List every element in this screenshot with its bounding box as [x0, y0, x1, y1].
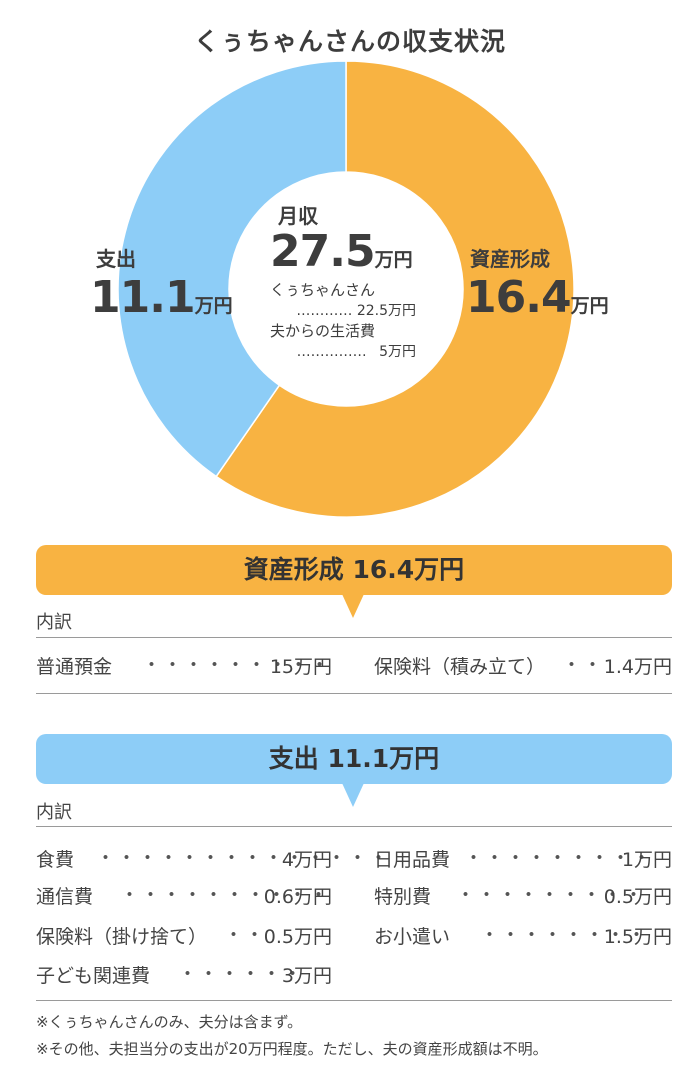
item-amount: 0.5万円 [263, 926, 332, 948]
expense-label-unit: 万円 [194, 295, 233, 317]
divider [36, 693, 672, 694]
leader-dots: ・・ [224, 924, 267, 946]
item-label: お小遣い [374, 926, 451, 948]
income-breakdown-label-2: 夫からの生活費 [270, 322, 376, 340]
asset-breakdown-label: 内訳 [36, 612, 72, 633]
item-amount: 1万円 [621, 849, 672, 871]
item-label: 保険料（掛け捨て） [36, 926, 208, 948]
item-label: 普通預金 [36, 656, 113, 678]
expense-breakdown-label: 内訳 [36, 802, 72, 823]
divider [36, 1000, 672, 1001]
item-label: 通信費 [36, 886, 94, 908]
item-amount: 4万円 [281, 849, 332, 871]
leader-dots: ・・ [562, 654, 605, 676]
asset-slice-label: 資産形成 16.4万円 [466, 243, 609, 323]
income-breakdown-value-2: 5万円 [379, 344, 416, 360]
item-amount: 15万円 [269, 656, 332, 678]
expense-label-name: 支出 [96, 247, 136, 271]
asset-banner-pointer [342, 594, 364, 618]
income-breakdown-label-1: くぅちゃんさん [270, 281, 376, 299]
item-label: 子ども関連費 [36, 965, 151, 987]
expense-banner-pointer [342, 783, 364, 807]
leader-dots: ・・・・・・・・ [480, 924, 649, 946]
asset-label-value: 16.4 [466, 272, 572, 323]
leader-dots: ・・・・・・・・・・ [120, 884, 331, 906]
leader-dots: ・・・・・・・・・ [464, 847, 654, 869]
item-label: 日用品費 [374, 849, 451, 871]
item-amount: 1.4万円 [603, 656, 672, 678]
footnote-1: ※くぅちゃんさんのみ、夫分は含まず。 [36, 1013, 303, 1031]
asset-label-name: 資産形成 [470, 247, 550, 271]
item-label: 食費 [36, 849, 75, 871]
item-label: 特別費 [374, 886, 432, 908]
item-amount: 0.5万円 [603, 886, 672, 908]
list-item: 特別費 ・・・・・・・・・ 0.5万円 [374, 882, 672, 908]
item-amount: 0.6万円 [263, 886, 332, 908]
list-item: 保険料（掛け捨て） ・・ 0.5万円 [36, 922, 332, 948]
donut-slice-expense [117, 60, 347, 478]
donut-center: 月収 27.5万円 くぅちゃんさん ………… 22.5万円 夫からの生活費 ……… [270, 200, 430, 361]
expense-label-value: 11.1 [90, 272, 196, 323]
expense-slice-label: 支出 11.1万円 [90, 243, 233, 323]
leader-dots: ・・・・・・・・・・・・・・ [96, 847, 391, 869]
asset-section-banner: 資産形成 16.4万円 [36, 545, 672, 595]
asset-label-unit: 万円 [570, 295, 609, 317]
divider [36, 637, 672, 638]
list-item: 日用品費 ・・・・・・・・・ 1万円 [374, 845, 672, 871]
income-unit: 万円 [374, 249, 413, 271]
divider [36, 826, 672, 827]
list-item: 子ども関連費 ・・・・・・ 3万円 [36, 961, 332, 987]
income-breakdown-row-2: …………… 5万円 [296, 344, 416, 360]
list-item: 食費 ・・・・・・・・・・・・・・ 4万円 [36, 845, 388, 871]
donut-slice-asset [215, 60, 575, 518]
list-item: 普通預金 ・・・・・・・・・ 15万円 [36, 652, 332, 678]
income-label: 月収 [278, 204, 318, 228]
chart-title: くぅちゃんさんの収支状況 [193, 27, 506, 56]
leader-dots: ・・・・・・・・・ [142, 654, 332, 676]
donut-chart [117, 60, 575, 518]
income-breakdown-value-1: 22.5万円 [356, 303, 416, 319]
leader-dots: ・・・・・・ [178, 963, 305, 985]
list-item: 通信費 ・・・・・・・・・・ 0.6万円 [36, 882, 332, 908]
income-breakdown-row-1: ………… 22.5万円 [296, 303, 416, 319]
footnote-2: ※その他、夫担当分の支出が20万円程度。ただし、夫の資産形成額は不明。 [36, 1040, 548, 1058]
list-item: 保険料（積み立て） ・・ 1.4万円 [374, 652, 672, 678]
leader-dots: ・・・・・・・・・ [456, 884, 646, 906]
list-item: お小遣い ・・・・・・・・ 1.5万円 [374, 922, 672, 948]
item-amount: 1.5万円 [603, 926, 672, 948]
expense-section-banner: 支出 11.1万円 [36, 734, 672, 784]
item-label: 保険料（積み立て） [374, 656, 546, 678]
income-value: 27.5 [270, 226, 376, 277]
item-amount: 3万円 [281, 965, 332, 987]
